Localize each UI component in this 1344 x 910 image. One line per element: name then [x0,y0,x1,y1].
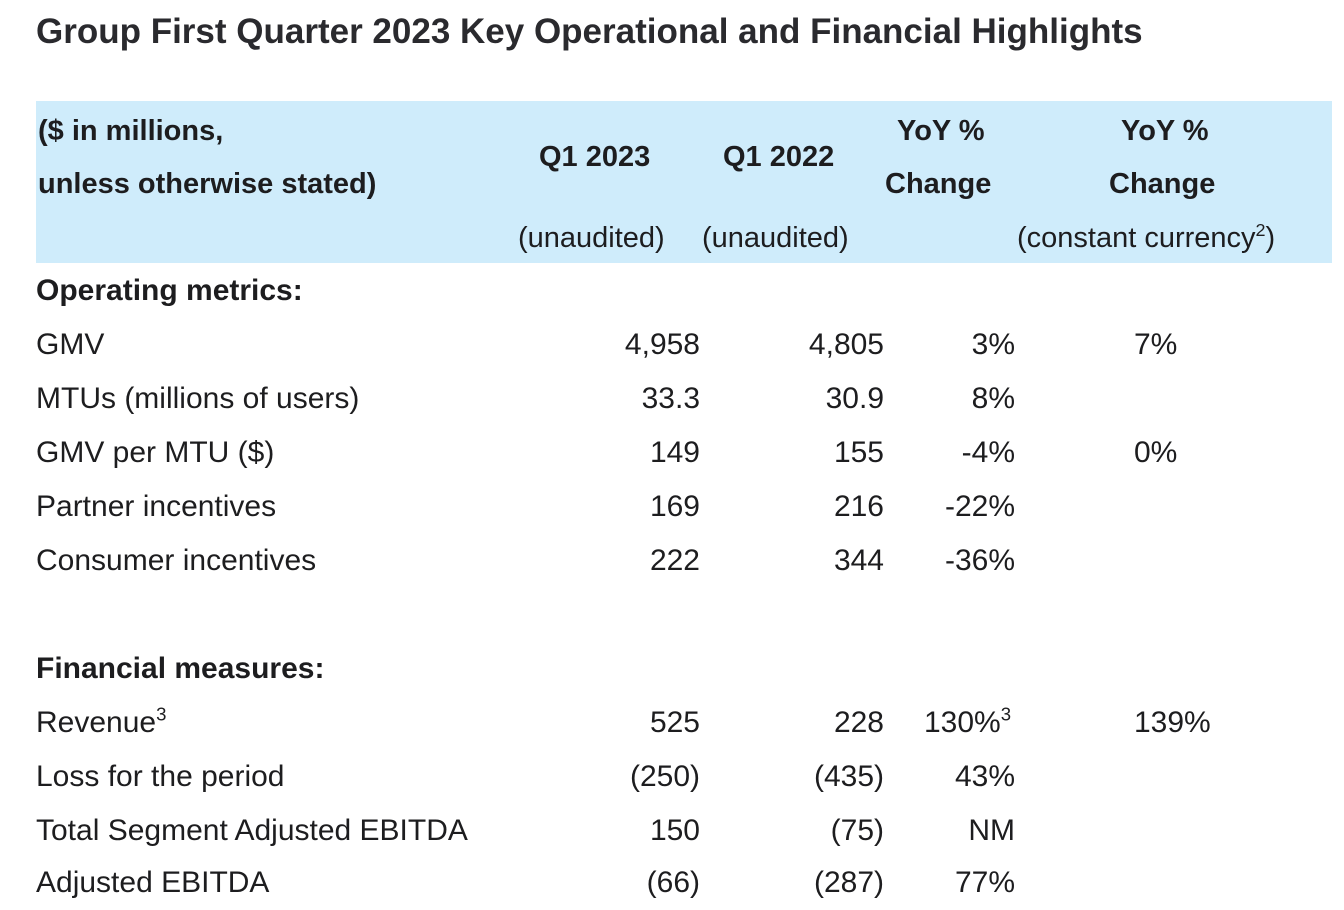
section-heading-financial: Financial measures: [36,642,1332,696]
cell-q1-2023: 33.3 [641,382,700,415]
header-q1-2022-sub: (unaudited) [702,222,849,254]
cell-q1-2022: 344 [833,544,884,577]
cell-yoy: 77% [954,866,1015,899]
cell-q1-2022: 228 [833,706,884,739]
footnote-marker: 3 [156,703,167,725]
cell-q1-2022: 155 [833,436,884,469]
header-q1-2022: Q1 2022 [723,141,835,173]
header-units-line1: ($ in millions, [38,115,224,147]
header-yoy-line1: YoY % [897,115,985,147]
header-yoy-cc-sub-close: ) [1265,222,1276,254]
cell-yoy: -4% [961,436,1015,469]
table-row: Partner incentives 169 216 -22% [36,480,1332,534]
row-label: Total Segment Adjusted EBITDA [36,814,468,847]
cell-yoy-cc: 0% [1134,436,1178,469]
cell-yoy-cc: 139% [1134,706,1211,739]
cell-yoy: 8% [971,382,1015,415]
row-label: GMV per MTU ($) [36,436,275,469]
cell-q1-2023: 169 [649,490,700,523]
cell-q1-2023: (66) [646,866,700,899]
row-label: Partner incentives [36,490,277,523]
header-yoy-cc-sub-text: (constant currency [1017,222,1256,254]
cell-yoy: NM [968,814,1015,847]
section-heading-label: Operating metrics: [36,274,303,307]
header-yoy-cc-line1: YoY % [1121,115,1209,147]
cell-q1-2023: (250) [629,760,700,793]
table-row: GMV 4,958 4,805 3% 7% [36,318,1332,372]
table-row: Consumer incentives 222 344 -36% [36,534,1332,588]
row-label: GMV [36,328,105,361]
cell-q1-2022: 4,805 [808,328,884,361]
header-yoy-cc-sub: (constant currency2) [1017,221,1276,254]
cell-q1-2022: 30.9 [825,382,884,415]
cell-yoy: 43% [954,760,1015,793]
header-q1-2023: Q1 2023 [539,141,651,173]
cell-q1-2023: 4,958 [624,328,700,361]
cell-yoy: 130%3 [924,696,1011,750]
footnote-marker: 2 [1255,219,1266,240]
cell-q1-2022: (75) [830,814,884,847]
row-label: MTUs (millions of users) [36,382,360,415]
table-row: Total Segment Adjusted EBITDA 150 (75) N… [36,804,1332,858]
section-heading-label: Financial measures: [36,652,325,685]
row-label: Adjusted EBITDA [36,866,270,899]
cell-q1-2023: 149 [649,436,700,469]
cell-yoy: -22% [944,490,1015,523]
table-header: ($ in millions, unless otherwise stated)… [36,101,1332,263]
cell-yoy: 3% [971,328,1015,361]
row-label: Loss for the period [36,760,285,793]
cell-q1-2023: 222 [649,544,700,577]
table-row: MTUs (millions of users) 33.3 30.9 8% [36,372,1332,426]
header-q1-2023-sub: (unaudited) [518,222,665,254]
cell-q1-2022: 216 [833,490,884,523]
cell-q1-2023: 150 [649,814,700,847]
table-row: Adjusted EBITDA (66) (287) 77% [36,856,1332,910]
section-heading-operating: Operating metrics: [36,264,1332,318]
header-yoy-line2: Change [885,168,992,200]
row-label: Consumer incentives [36,544,317,577]
cell-yoy: -36% [944,544,1015,577]
cell-q1-2022: (435) [813,760,884,793]
header-units-line2: unless otherwise stated) [38,168,377,200]
header-yoy-cc-line2: Change [1109,168,1216,200]
cell-q1-2023: 525 [649,706,700,739]
cell-yoy-cc: 7% [1134,328,1178,361]
cell-yoy-text: 130% [924,706,1001,739]
table-row: Loss for the period (250) (435) 43% [36,750,1332,804]
row-label: Revenue3 [36,696,166,750]
table-row: Revenue3 525 228 130%3 139% [36,696,1332,750]
table-row: GMV per MTU ($) 149 155 -4% 0% [36,426,1332,480]
page-title: Group First Quarter 2023 Key Operational… [36,12,1143,51]
footnote-marker: 3 [1000,703,1012,725]
cell-q1-2022: (287) [813,866,884,899]
row-label-text: Revenue [36,706,157,739]
